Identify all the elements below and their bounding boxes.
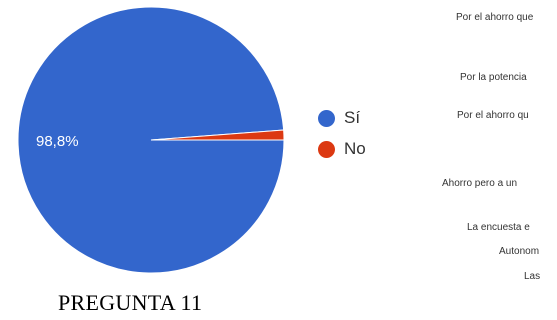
response-text: La encuesta e: [467, 222, 530, 233]
response-text: Por el ahorro que: [456, 12, 534, 23]
legend-item-no[interactable]: No: [318, 137, 366, 161]
pie-data-label-si: 98,8%: [36, 133, 79, 150]
response-text: Por el ahorro qu: [457, 110, 529, 121]
pie-chart: 98,8%: [17, 6, 285, 274]
question-caption: PREGUNTA 11: [58, 290, 203, 315]
legend-label-no: No: [344, 139, 366, 158]
legend-item-si[interactable]: Sí: [318, 106, 366, 130]
response-text: Las: [524, 271, 541, 282]
legend-swatch-no: [318, 140, 335, 158]
response-list: Por el ahorro que Por la potencia Por el…: [420, 0, 557, 320]
chart-legend: Sí No: [318, 106, 366, 168]
legend-swatch-si: [318, 109, 335, 127]
response-text: Autonom: [499, 246, 540, 257]
pie-slice-no: [150, 129, 285, 141]
legend-label-si: Sí: [344, 108, 361, 127]
response-text: Por la potencia: [460, 72, 527, 83]
response-text: Ahorro pero a un: [442, 178, 518, 189]
